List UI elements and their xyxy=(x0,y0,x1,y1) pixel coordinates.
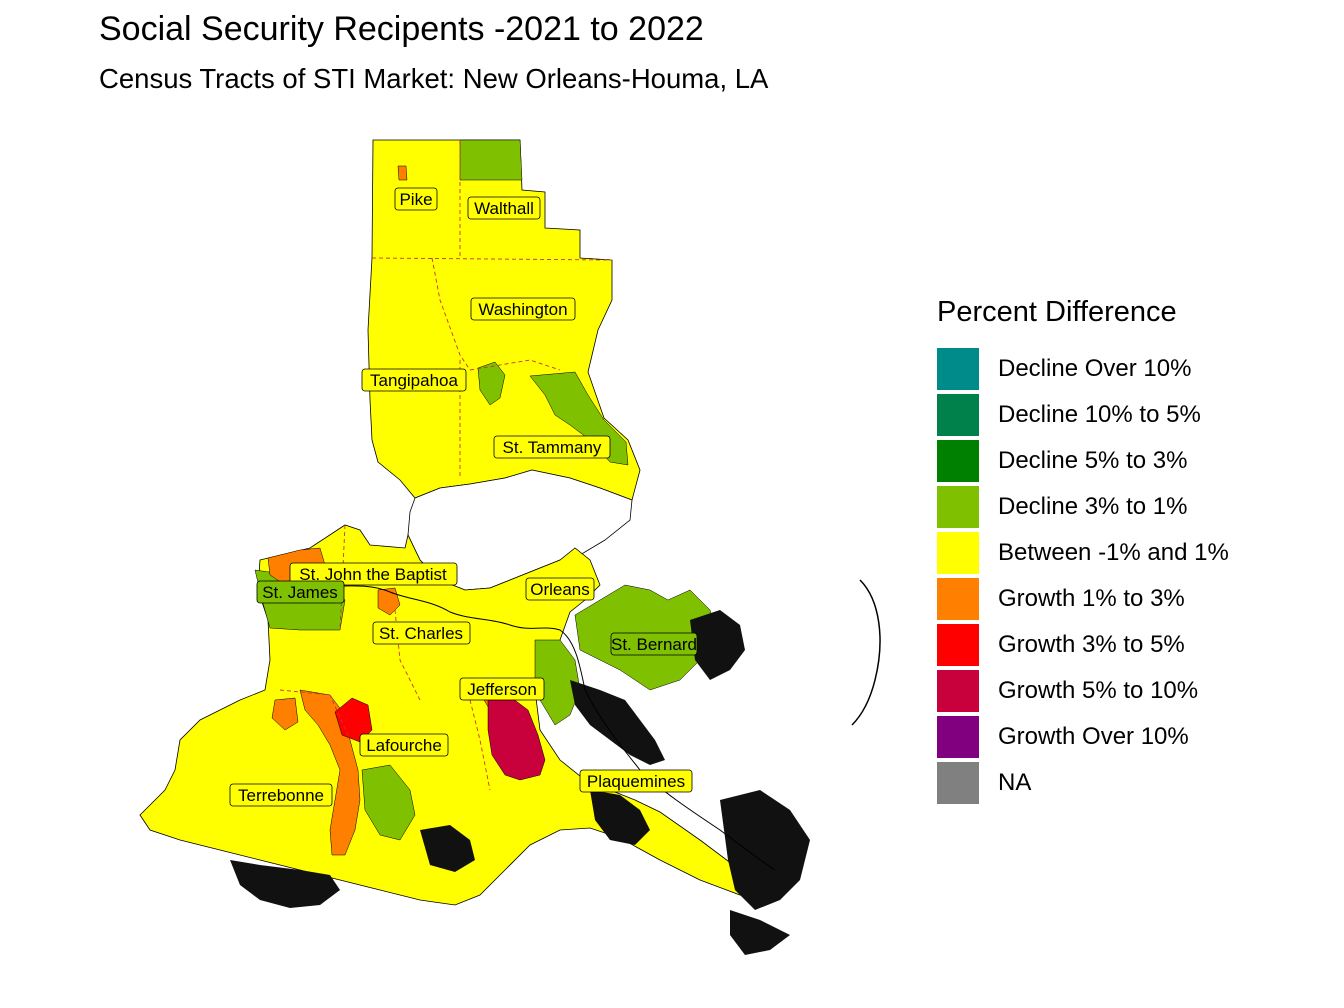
legend-swatch xyxy=(937,440,979,482)
label-terrebonne: Terrebonne xyxy=(229,783,333,807)
choropleth-map: Pike Walthall Washington Tangipahoa St. … xyxy=(139,139,881,955)
label-plaquemines: Plaquemines xyxy=(579,769,693,793)
label-washington: Washington xyxy=(470,297,576,321)
boundary-ms-la xyxy=(371,257,613,261)
legend-label: Growth 3% to 5% xyxy=(998,631,1185,658)
marsh-plaquemines xyxy=(570,680,665,765)
legend-label: Decline 3% to 1% xyxy=(998,493,1188,520)
label-st-bernard: St. Bernard xyxy=(610,632,698,656)
boundary-lafourche-terrebonne xyxy=(279,689,351,741)
label-st-john: St. John the Baptist xyxy=(289,562,458,586)
legend-swatch xyxy=(937,532,979,574)
legend-swatch xyxy=(937,624,979,666)
marsh-st-bernard-east xyxy=(690,610,745,680)
label-st-charles: St. Charles xyxy=(372,621,471,645)
legend-item: Decline 10% to 5% xyxy=(937,392,1317,438)
label-st-tammany: St. Tammany xyxy=(493,435,611,459)
map-subtitle: Census Tracts of STI Market: New Orleans… xyxy=(99,63,769,94)
label-pike-text: Pike xyxy=(399,190,432,209)
label-st-james: St. James xyxy=(256,580,345,604)
legend: Percent Difference Decline Over 10% Decl… xyxy=(937,296,1317,806)
label-orleans-text: Orleans xyxy=(530,580,590,599)
label-lafourche: Lafourche xyxy=(359,733,449,757)
label-washington-text: Washington xyxy=(478,300,567,319)
label-st-tammany-text: St. Tammany xyxy=(503,438,602,457)
legend-item: Growth Over 10% xyxy=(937,714,1317,760)
legend-label: Decline Over 10% xyxy=(998,355,1192,382)
label-walthall: Walthall xyxy=(467,196,541,220)
legend-swatch xyxy=(937,348,979,390)
marsh-southeast-tip xyxy=(730,910,790,955)
legend-title: Percent Difference xyxy=(937,296,1177,328)
county-boundaries xyxy=(279,140,613,791)
label-lafourche-text: Lafourche xyxy=(366,736,442,755)
tract-jefferson-crimson xyxy=(487,697,546,781)
tract-lafourche-south xyxy=(361,764,416,841)
label-tangipahoa-text: Tangipahoa xyxy=(370,371,458,390)
tract-tangipahoa-east xyxy=(477,361,506,406)
legend-item: Between -1% and 1% xyxy=(937,530,1317,576)
map-title: Social Security Recipents -2021 to 2022 xyxy=(99,10,704,48)
legend-label: Growth 5% to 10% xyxy=(998,677,1199,704)
label-walthall-text: Walthall xyxy=(474,199,534,218)
label-jefferson: Jefferson xyxy=(459,677,545,701)
legend-label: Between -1% and 1% xyxy=(998,539,1229,566)
label-tangipahoa: Tangipahoa xyxy=(361,368,467,392)
legend-swatch xyxy=(937,486,979,528)
county-labels: Pike Walthall Washington Tangipahoa St. … xyxy=(229,187,698,807)
tract-terrebonne-north xyxy=(271,697,299,731)
legend-swatch xyxy=(937,716,979,758)
legend-swatch xyxy=(937,670,979,712)
legend-label: Growth 1% to 3% xyxy=(998,585,1185,612)
tract-walthall-north xyxy=(459,139,523,181)
label-st-bernard-text: St. Bernard xyxy=(611,635,697,654)
coastal-marsh-layer xyxy=(230,610,810,955)
label-jefferson-text: Jefferson xyxy=(467,680,537,699)
legend-item: NA xyxy=(937,760,1317,806)
legend-item: Decline Over 10% xyxy=(937,346,1317,392)
marsh-terrebonne-coast xyxy=(230,860,340,908)
legend-label: Decline 10% to 5% xyxy=(998,401,1201,428)
legend-label: Growth Over 10% xyxy=(998,723,1189,750)
label-st-charles-text: St. Charles xyxy=(379,624,463,643)
legend-item: Growth 3% to 5% xyxy=(937,622,1317,668)
legend-swatch xyxy=(937,762,979,804)
marsh-delta-east xyxy=(720,790,810,910)
legend-item: Growth 5% to 10% xyxy=(937,668,1317,714)
legend-item: Decline 5% to 3% xyxy=(937,438,1317,484)
label-pike: Pike xyxy=(394,187,438,211)
marsh-lafourche-coast xyxy=(420,825,475,872)
legend-item: Growth 1% to 3% xyxy=(937,576,1317,622)
legend-item: Decline 3% to 1% xyxy=(937,484,1317,530)
legend-swatch xyxy=(937,394,979,436)
label-st-john-text: St. John the Baptist xyxy=(299,565,447,584)
chandeleur-islands xyxy=(851,579,881,726)
label-st-james-text: St. James xyxy=(262,583,338,602)
tract-pike-speck xyxy=(397,165,408,181)
mississippi-river xyxy=(289,584,776,871)
boundary-tangipahoa-washington xyxy=(431,257,471,371)
tract-lafourche-red xyxy=(334,697,373,743)
label-orleans: Orleans xyxy=(525,577,595,601)
legend-swatch xyxy=(937,578,979,620)
label-plaquemines-text: Plaquemines xyxy=(587,772,685,791)
legend-label: Decline 5% to 3% xyxy=(998,447,1188,474)
label-terrebonne-text: Terrebonne xyxy=(238,786,324,805)
marsh-barataria xyxy=(590,790,650,845)
legend-label: NA xyxy=(998,769,1032,796)
